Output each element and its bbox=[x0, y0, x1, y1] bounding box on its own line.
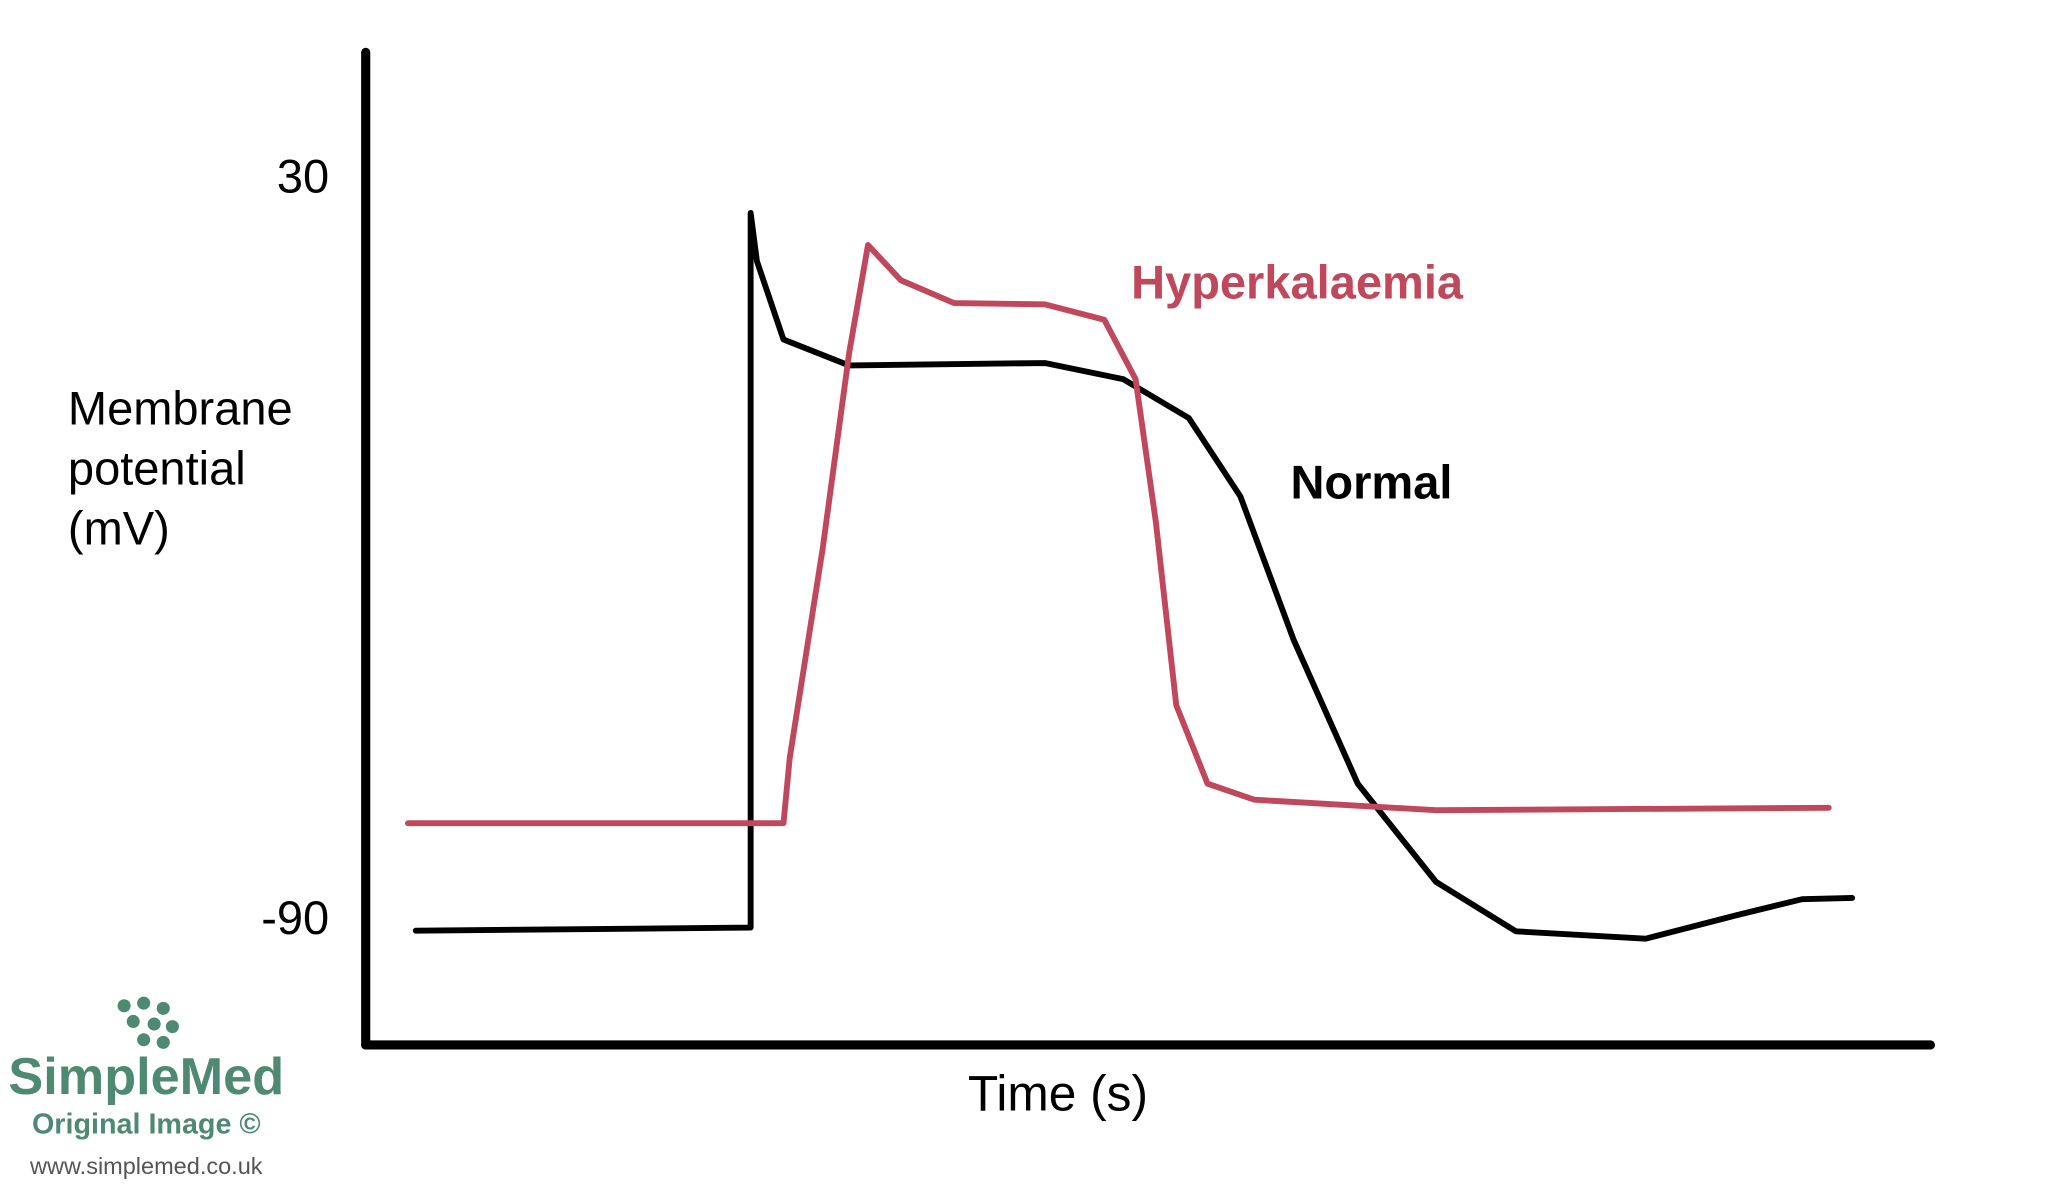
logo bbox=[117, 996, 179, 1049]
series-line bbox=[412, 209, 1856, 942]
series-label: Normal bbox=[1290, 455, 1452, 508]
y-label-box: Membrane potential (mV) bbox=[67, 381, 293, 556]
watermark-brand: SimpleMed bbox=[8, 1048, 284, 1106]
y-tick-label: -90 bbox=[261, 891, 329, 944]
series-label: Hyperkalaemia bbox=[1131, 256, 1464, 309]
y-axis-label: Membrane potential (mV) bbox=[67, 381, 293, 556]
x-axis-label: Time (s) bbox=[968, 1065, 1148, 1121]
watermark-url: www.simplemed.co.uk bbox=[29, 1153, 263, 1179]
y-tick-label: 30 bbox=[277, 150, 329, 203]
series-line bbox=[405, 242, 1832, 827]
watermark-note: Original Image © bbox=[32, 1109, 261, 1141]
